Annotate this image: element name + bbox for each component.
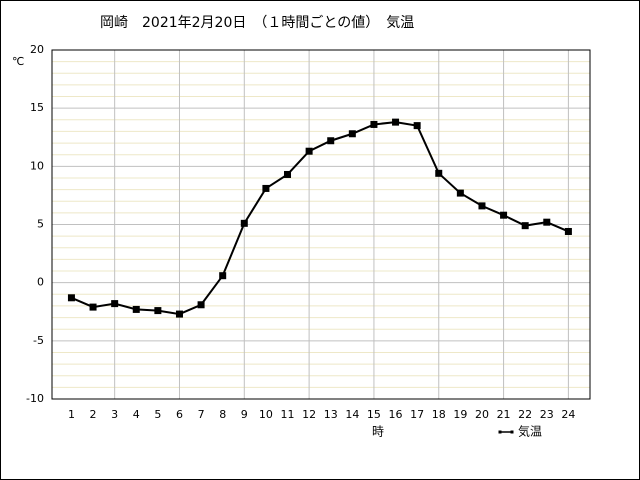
marker [89,303,97,311]
marker [435,169,443,177]
y-tick-label: 0 [37,276,44,289]
marker [564,227,572,235]
x-tick-label: 23 [540,408,554,421]
marker [175,310,183,318]
marker [305,147,313,155]
x-tick-label: 12 [302,408,316,421]
legend-marker [510,430,514,434]
marker [413,122,421,130]
legend-marker [498,430,502,434]
x-tick-label: 5 [154,408,161,421]
line [71,121,569,316]
y-tick-label: 15 [30,101,44,114]
x-tick-label: 4 [133,408,140,421]
marker [478,202,486,210]
x-tick-label: 17 [410,408,424,421]
chart-title: 岡崎 2021年2月20日 （１時間ごとの値） 気温 [100,15,414,31]
marker [111,300,119,308]
x-tick-label: 11 [281,408,295,421]
x-tick-label: 16 [389,408,403,421]
marker [219,272,227,280]
x-tick-label: 6 [176,408,183,421]
marker [500,211,508,219]
y-tick-label: 20 [30,43,44,56]
plot-frame [51,49,591,400]
marker [67,294,75,302]
marker [521,222,529,230]
x-tick-label: 7 [198,408,205,421]
marker [327,137,335,145]
legend-label: 気温 [518,424,542,439]
x-tick-label: 15 [367,408,381,421]
marker [284,170,292,178]
y-unit: ℃ [12,55,24,68]
marker [132,305,140,313]
x-tick-label: 22 [518,408,532,421]
x-tick-label: 21 [497,408,511,421]
x-tick-label: 2 [90,408,97,421]
x-tick-label: 8 [219,408,226,421]
marker [370,120,378,128]
x-tick-label: 9 [241,408,248,421]
marker [154,307,162,315]
x-tick-label: 18 [432,408,446,421]
y-tick-label: -10 [26,392,44,405]
y-tick-label: 10 [30,159,44,172]
x-tick-label: 13 [324,408,338,421]
x-axis-label: 時 [372,425,384,439]
x-tick-label: 20 [475,408,489,421]
y-tick-label: 5 [37,218,44,231]
y-tick-label: -5 [33,334,44,347]
x-tick-label: 1 [68,408,75,421]
marker [262,184,270,192]
x-tick-label: 10 [259,408,273,421]
x-tick-label: 14 [345,408,359,421]
marker [348,130,356,138]
x-tick-label: 19 [453,408,467,421]
marker [197,301,205,309]
x-tick-label: 24 [561,408,575,421]
marker [392,118,400,126]
marker [240,219,248,227]
x-tick-label: 3 [111,408,118,421]
marker [543,218,551,226]
marker [456,189,464,197]
